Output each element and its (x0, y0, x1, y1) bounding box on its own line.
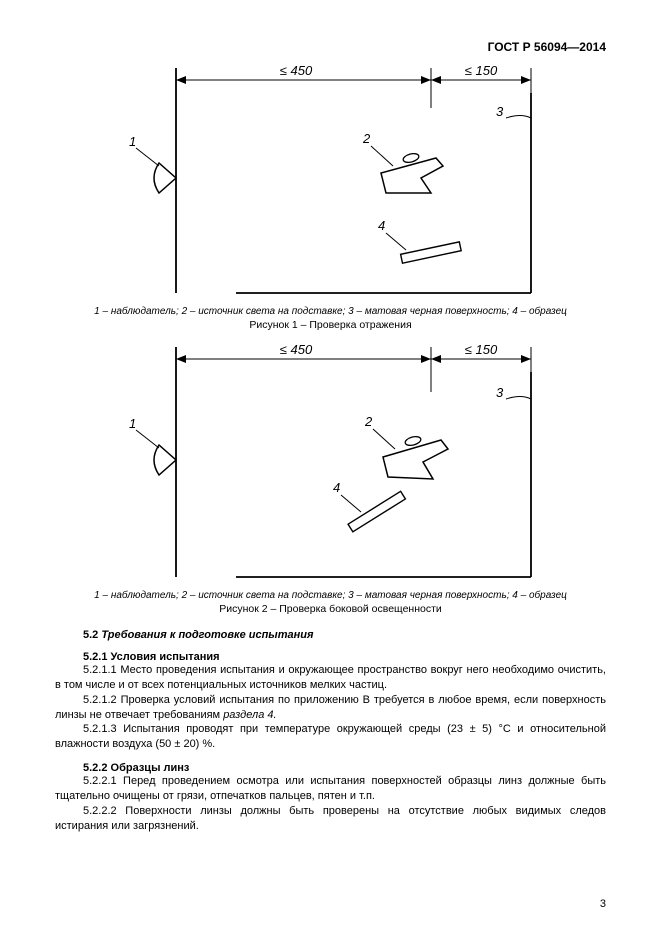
document-code: ГОСТ Р 56094—2014 (55, 40, 606, 54)
svg-text:≤ 150: ≤ 150 (464, 63, 497, 78)
svg-text:2: 2 (364, 414, 373, 429)
figure-2: ≤ 450 ≤ 150 1 2 3 4 (55, 337, 606, 585)
para-5-2-2-2: 5.2.2.2 Поверхности линзы должны быть пр… (55, 804, 606, 834)
svg-text:4: 4 (333, 480, 340, 495)
figure-1-caption: Рисунок 1 – Проверка отражения (55, 319, 606, 331)
para-5-2-1-1: 5.2.1.1 Место проведения испытания и окр… (55, 663, 606, 693)
para-5-2-1-3: 5.2.1.3 Испытания проводят при температу… (55, 722, 606, 752)
svg-text:1: 1 (129, 416, 136, 431)
figure-2-legend: 1 – наблюдатель; 2 – источник света на п… (55, 590, 606, 601)
svg-text:4: 4 (378, 218, 385, 233)
svg-text:3: 3 (496, 385, 504, 400)
section-5-2-2-title: 5.2.2 Образцы линз (55, 762, 606, 774)
page-number: 3 (600, 898, 606, 910)
section-5-2-title: 5.2 Требования к подготовке испытания (55, 629, 606, 641)
para-5-2-1-2: 5.2.1.2 Проверка условий испытания по пр… (55, 693, 606, 723)
figure-1-legend: 1 – наблюдатель; 2 – источник света на п… (55, 306, 606, 317)
section-5-2-1-title: 5.2.1 Условия испытания (55, 651, 606, 663)
svg-text:≤ 450: ≤ 450 (279, 342, 312, 357)
para-5-2-2-1: 5.2.2.1 Перед проведением осмотра или ис… (55, 774, 606, 804)
svg-text:2: 2 (362, 131, 371, 146)
figure-1: ≤ 450 ≤ 150 1 2 3 4 (55, 58, 606, 301)
svg-text:1: 1 (129, 134, 136, 149)
figure-2-caption: Рисунок 2 – Проверка боковой освещенност… (55, 603, 606, 615)
svg-text:≤ 150: ≤ 150 (464, 342, 497, 357)
svg-text:3: 3 (496, 104, 504, 119)
svg-text:≤ 450: ≤ 450 (279, 63, 312, 78)
